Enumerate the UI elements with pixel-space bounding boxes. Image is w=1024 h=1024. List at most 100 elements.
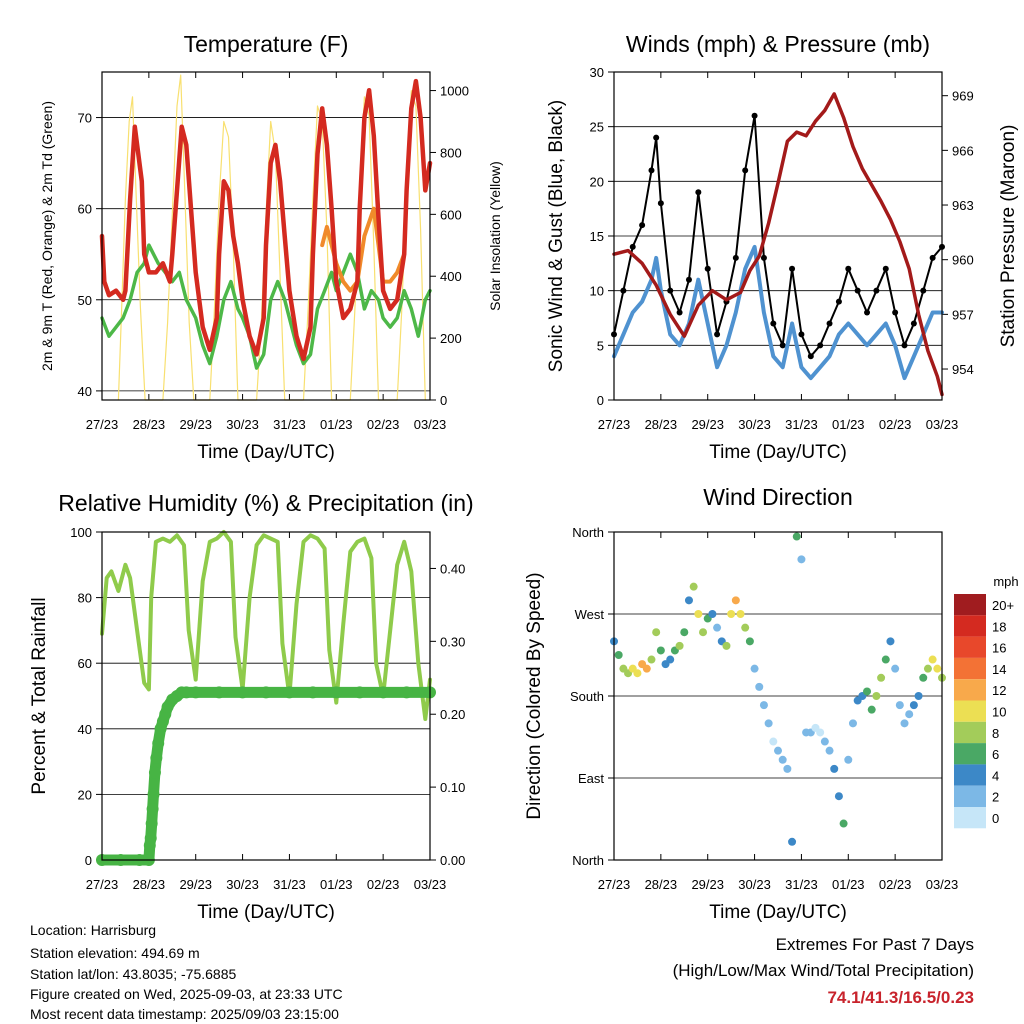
precipitation-point (148, 766, 161, 779)
y-tick-label: North (572, 853, 604, 868)
x-tick-label: 30/23 (226, 417, 259, 432)
panel-title: Relative Humidity (%) & Precipitation (i… (58, 490, 473, 516)
x-tick-label: 03/23 (926, 877, 959, 892)
y2-tick-label: 0.20 (440, 707, 465, 722)
precipitation-point (147, 788, 160, 801)
dewpoint-line (100, 243, 432, 370)
y-tick-label: West (575, 607, 605, 622)
latlon-text: Station lat/lon: 43.8035; -75.6885 (30, 966, 237, 982)
direction-point (708, 610, 717, 618)
direction-point (834, 792, 843, 801)
x-tick-label: 03/23 (414, 877, 447, 892)
y-tick-label: 100 (70, 525, 92, 540)
x-tick-label: 01/23 (832, 877, 865, 892)
x-tick-label: 27/23 (86, 417, 119, 432)
y2-tick-label: 966 (952, 143, 974, 158)
y2-tick-label: 0.30 (440, 634, 465, 649)
x-tick-label: 31/23 (273, 877, 306, 892)
panel-title: Winds (mph) & Pressure (mb) (626, 31, 930, 57)
x-axis-label: Time (Day/UTC) (197, 902, 335, 923)
y-tick-label: 0 (85, 853, 92, 868)
created-text: Figure created on Wed, 2025-09-03, at 23… (30, 986, 343, 1002)
x-tick-label: 28/23 (133, 877, 166, 892)
pressure-line (612, 92, 944, 397)
extremes-subtitle: (High/Low/Max Wind/Total Precipitation) (672, 961, 974, 980)
x-tick-label: 03/23 (926, 417, 959, 432)
legend-swatch (954, 636, 986, 658)
direction-point (872, 692, 881, 700)
y2-tick-label: 0.40 (440, 561, 465, 576)
x-tick-label: 02/23 (879, 877, 912, 892)
y2-tick-label: 1000 (440, 84, 469, 99)
x-tick-label: 31/23 (785, 877, 818, 892)
y-tick-label: North (572, 525, 604, 540)
x-tick-label: 27/23 (598, 877, 631, 892)
y-tick-label: 15 (590, 229, 604, 244)
y-axis-label: 2m & 9m T (Red, Orange) & 2m Td (Green) (39, 101, 55, 371)
y-tick-label: 0 (597, 393, 604, 408)
legend-label: 2 (992, 790, 999, 805)
direction-point (633, 669, 642, 678)
direction-point (689, 582, 698, 591)
legend-swatch (954, 807, 986, 829)
precipitation-point (400, 686, 413, 699)
direction-point (666, 655, 675, 664)
y-tick-label: East (578, 771, 604, 786)
legend-swatch (954, 594, 986, 616)
precipitation-point (144, 832, 157, 845)
direction-point (867, 705, 876, 714)
precipitation-point (189, 686, 202, 699)
direction-point (933, 664, 942, 673)
y-axis-label-right: Solar Insolation (Yellow) (487, 161, 503, 311)
panel-title: Wind Direction (703, 484, 853, 510)
precipitation-point (353, 686, 366, 699)
y-tick-label: 30 (590, 65, 604, 80)
y2-tick-label: 600 (440, 207, 462, 222)
direction-point (652, 628, 661, 637)
direction-point (797, 555, 806, 564)
legend-label: 12 (992, 683, 1006, 698)
y2-tick-label: 400 (440, 269, 462, 284)
direction-point (675, 641, 684, 650)
direction-point (909, 701, 918, 710)
direction-point (848, 719, 857, 728)
y2-tick-label: 954 (952, 362, 974, 377)
y-axis-label: Sonic Wind & Gust (Blue, Black) (546, 100, 567, 372)
x-tick-label: 01/23 (320, 417, 353, 432)
y-tick-label: 50 (78, 293, 92, 308)
temp-2m-line (99, 78, 433, 362)
panel-winds-pressure: Winds (mph) & Pressure (mb) Time (Day/UTC… (546, 31, 1019, 463)
direction-point (727, 610, 736, 618)
direction-point (731, 596, 740, 605)
x-tick-label: 03/23 (414, 417, 447, 432)
plot-frame (101, 531, 431, 861)
y-tick-label: 25 (590, 120, 604, 135)
y-axis-label: Direction (Colored By Speed) (524, 572, 545, 819)
panel-title: Temperature (F) (184, 31, 349, 57)
x-tick-label: 31/23 (273, 417, 306, 432)
y-tick-label: 80 (78, 591, 92, 606)
x-tick-label: 01/23 (832, 417, 865, 432)
y-tick-label: 5 (597, 338, 604, 353)
x-tick-label: 30/23 (738, 417, 771, 432)
direction-point (722, 641, 731, 650)
y-tick-label: 70 (78, 111, 92, 126)
y2-tick-label: 969 (952, 89, 974, 104)
direction-point (919, 673, 928, 682)
legend-swatch (954, 679, 986, 701)
legend-label: 8 (992, 726, 999, 741)
y-axis-label: Percent & Total Rainfall (29, 597, 50, 794)
direction-point (928, 655, 937, 664)
legend-swatch (954, 721, 986, 744)
direction-point (905, 710, 914, 719)
panel-humidity-precip: Relative Humidity (%) & Precipitation (i… (29, 490, 474, 923)
direction-point (783, 764, 792, 773)
y-tick-label: 20 (78, 787, 92, 802)
legend-label: 18 (992, 619, 1006, 634)
y-tick-label: South (570, 689, 604, 704)
x-axis-label: Time (Day/UTC) (197, 442, 335, 463)
x-tick-label: 29/23 (179, 417, 212, 432)
legend-label: 10 (992, 705, 1006, 720)
direction-point (891, 664, 900, 673)
precipitation-point (283, 686, 296, 699)
